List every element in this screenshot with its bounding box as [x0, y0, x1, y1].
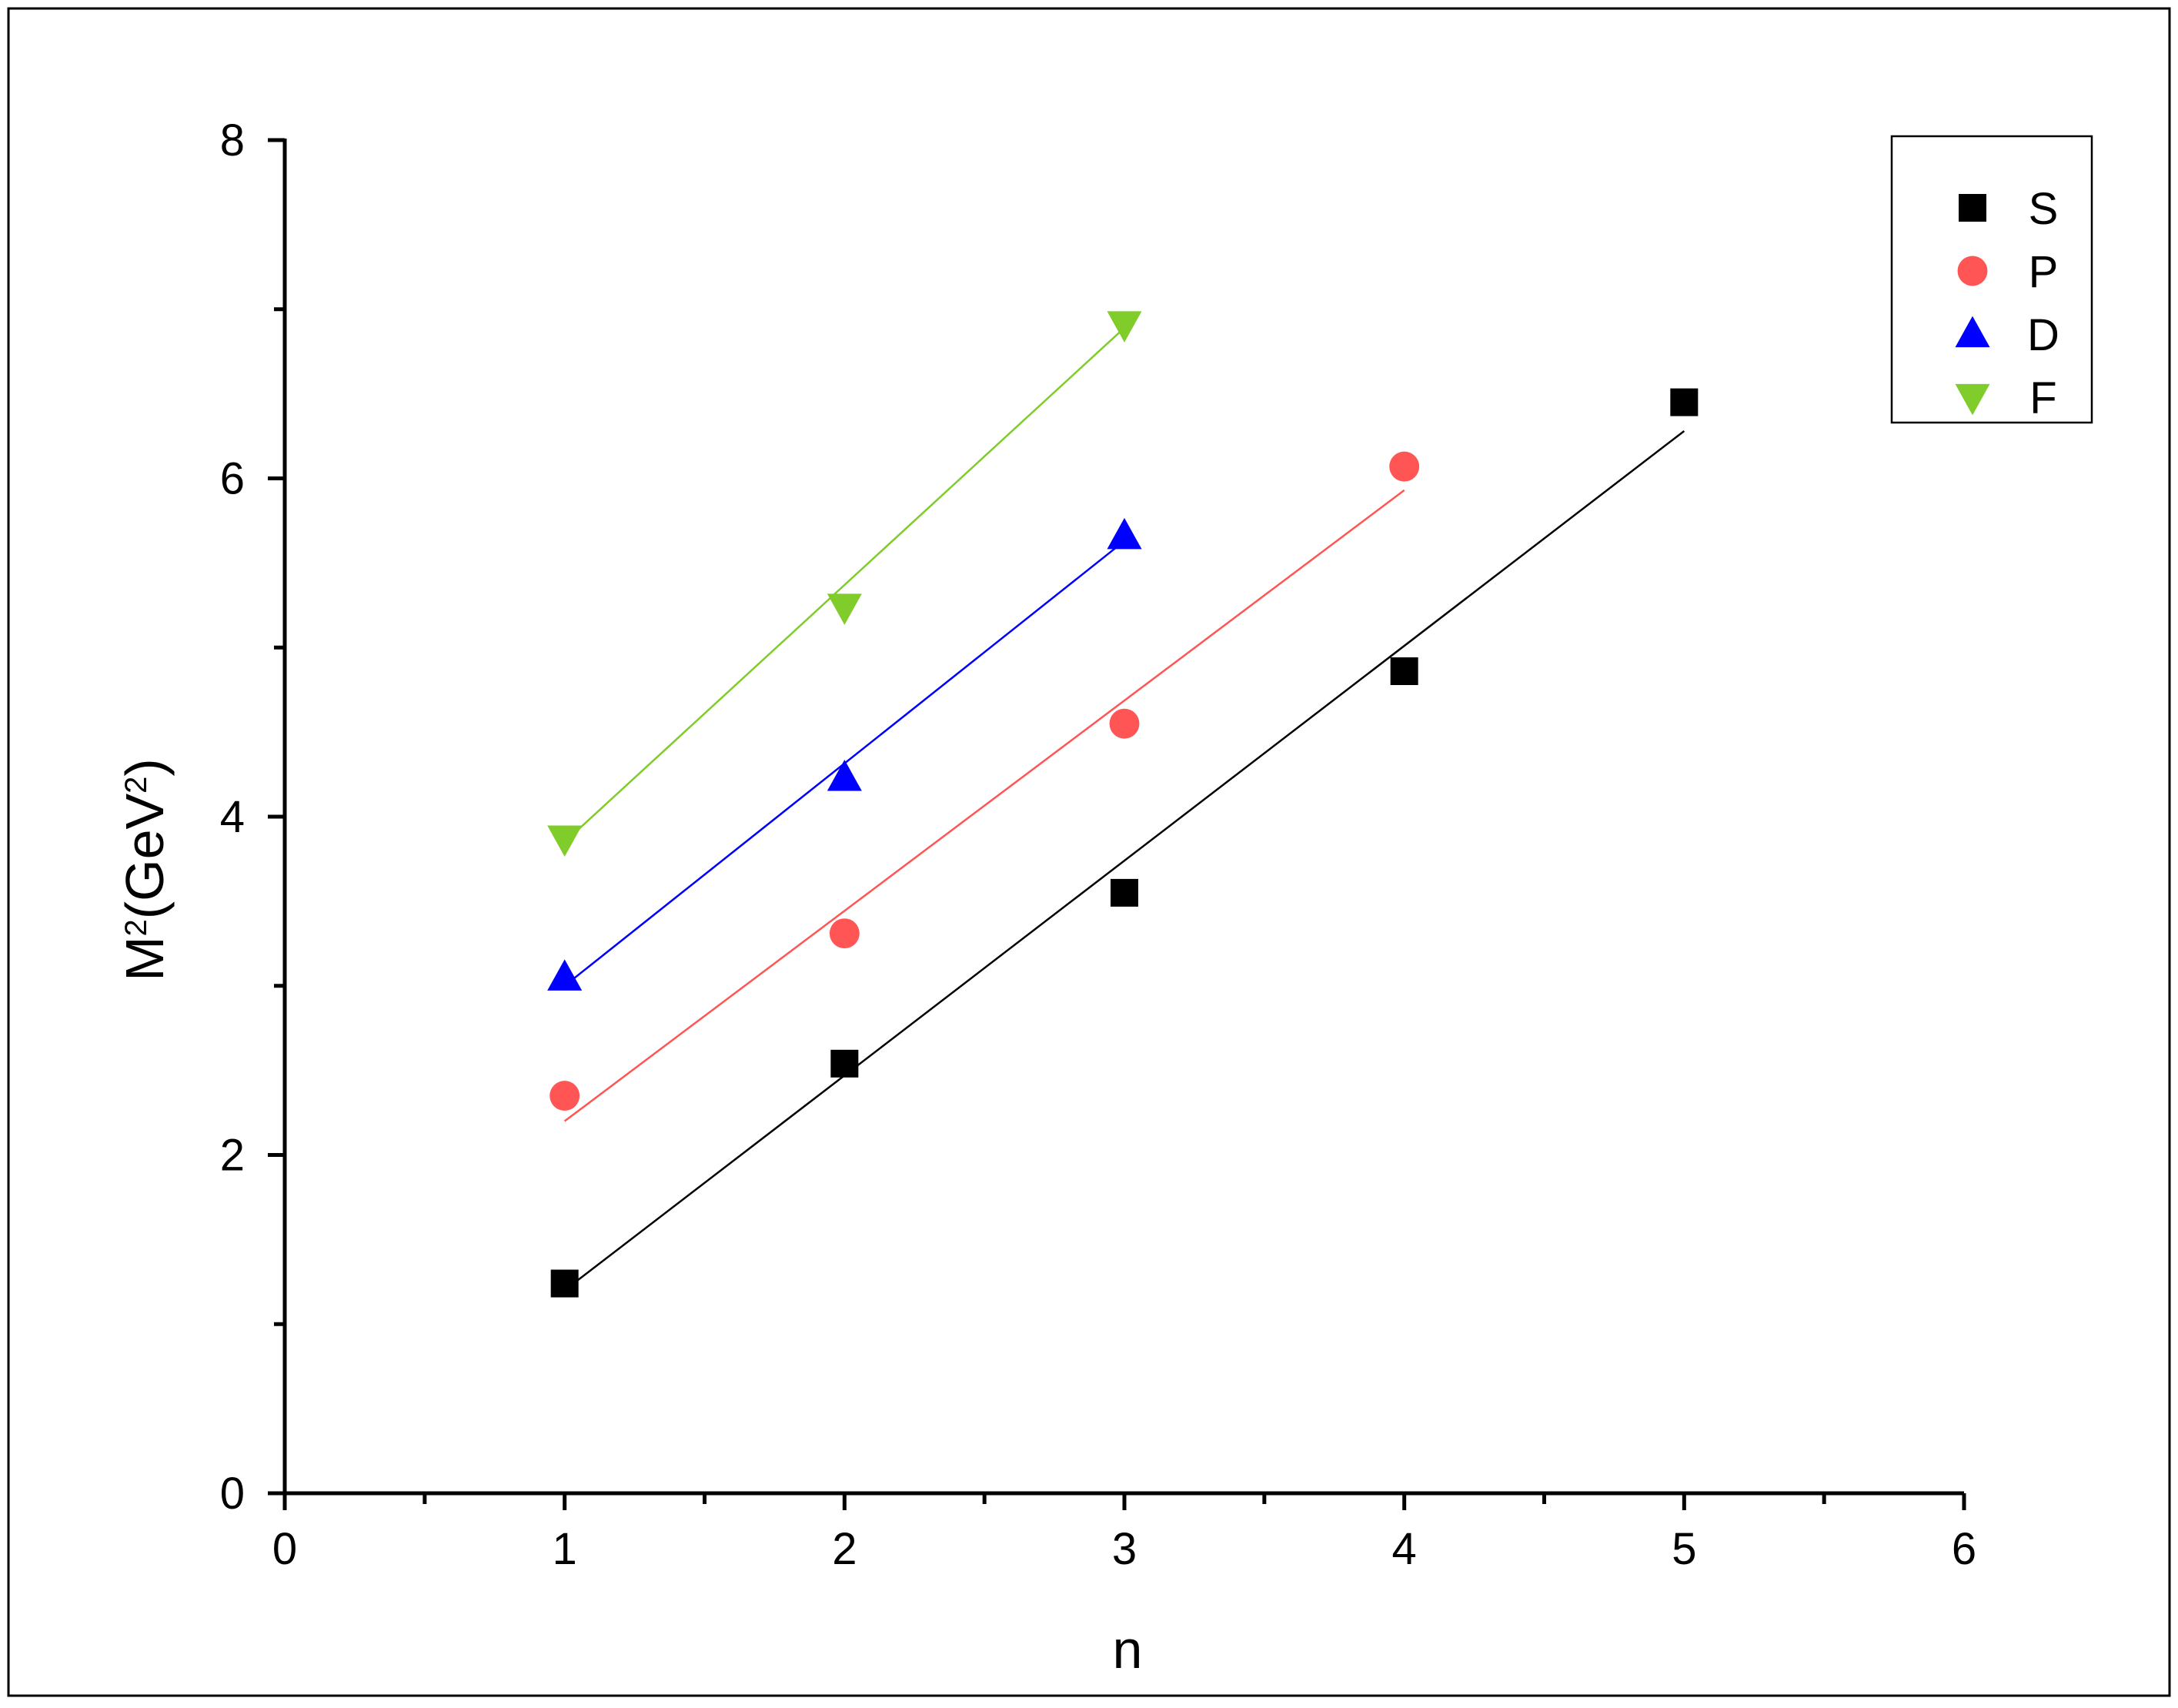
x-tick-label: 0 — [272, 1524, 297, 1574]
marker-triangle-up — [1955, 316, 1990, 348]
legend-label: S — [2029, 184, 2059, 234]
marker-triangle-down — [547, 825, 583, 857]
marker-square — [1670, 388, 1699, 416]
y-tick-label: 2 — [220, 1131, 245, 1181]
fit-line-s — [563, 430, 1685, 1292]
marker-triangle-down — [827, 593, 862, 625]
outer-frame — [7, 7, 2171, 1697]
legend-label: P — [2029, 247, 2059, 297]
data-markers — [547, 311, 1699, 1298]
x-tick-label: 2 — [832, 1524, 857, 1574]
x-tick-label: 5 — [1672, 1524, 1696, 1574]
legend-label: D — [2027, 310, 2059, 360]
marker-triangle-up — [547, 959, 583, 991]
y-axis-title: M2(GeV2) — [115, 758, 175, 981]
y-tick-label: 0 — [220, 1469, 245, 1519]
marker-circle — [1957, 256, 1988, 286]
marker-square — [1959, 194, 1986, 222]
y-tick-label: 8 — [220, 115, 245, 165]
y-tick-label: 4 — [220, 792, 245, 842]
marker-triangle-down — [1955, 383, 1990, 416]
marker-triangle-up — [1107, 517, 1142, 550]
marker-square — [1111, 878, 1138, 907]
x-tick-label: 1 — [553, 1524, 577, 1574]
marker-circle — [550, 1081, 580, 1111]
fit-line-p — [563, 489, 1405, 1122]
x-tick-label: 4 — [1392, 1524, 1417, 1574]
x-tick-label: 6 — [1952, 1524, 1976, 1574]
x-tick-label: 3 — [1112, 1524, 1137, 1574]
fit-line-f — [563, 327, 1125, 843]
marker-circle — [1389, 451, 1420, 482]
marker-square — [830, 1049, 859, 1078]
marker-triangle-down — [1107, 311, 1142, 343]
marker-triangle-up — [827, 760, 862, 791]
y-tick-label: 6 — [220, 454, 245, 504]
x-axis-title: n — [1113, 1619, 1143, 1680]
marker-circle — [829, 918, 860, 949]
marker-square — [550, 1269, 579, 1298]
legend-label: F — [2029, 373, 2056, 423]
legend-box — [1890, 135, 2093, 424]
marker-circle — [1109, 708, 1140, 739]
marker-square — [1390, 657, 1418, 686]
axes: 0 1 2 3 4 5 6 0 2 4 6 8 — [220, 115, 1976, 1574]
